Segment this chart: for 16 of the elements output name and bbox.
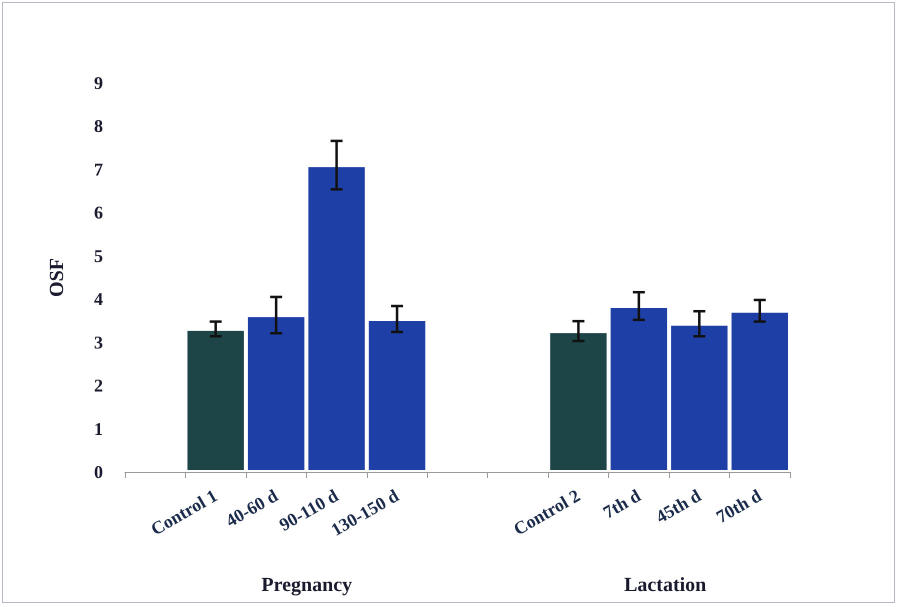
- y-tick-label: 9: [94, 73, 103, 93]
- y-tick-label: 1: [94, 418, 103, 439]
- y-tick-label: 6: [94, 202, 103, 223]
- y-axis-title: OSF: [46, 258, 68, 297]
- x-tick-label: 70th d: [712, 485, 765, 527]
- text: Lactation: [624, 574, 706, 596]
- x-tick-label: 45th d: [652, 485, 704, 527]
- y-tick-label: 2: [94, 376, 103, 396]
- y-tick-label: 0: [94, 462, 103, 482]
- y-tick-label: 4: [94, 289, 103, 310]
- x-tick-label: 7th d: [600, 485, 644, 522]
- y-tick-label: 7: [94, 159, 103, 180]
- y-tick-label: 3: [94, 332, 103, 352]
- y-tick-label: 8: [94, 116, 103, 136]
- y-tick-label: 5: [94, 246, 103, 266]
- text: Pregnancy: [261, 574, 352, 596]
